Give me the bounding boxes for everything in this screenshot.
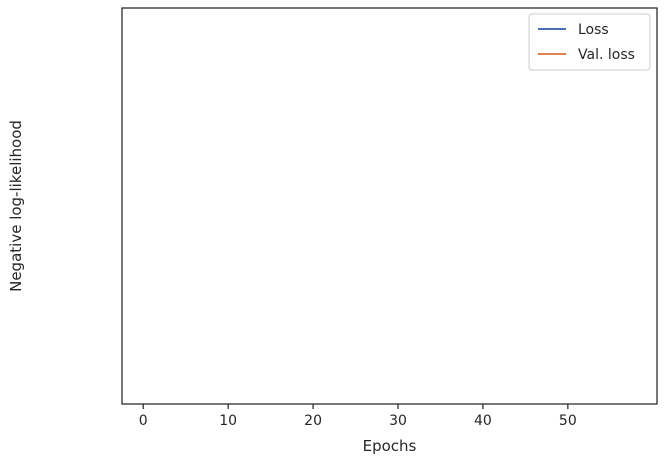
plot-area-frame bbox=[121, 7, 658, 405]
legend-label-val-loss: Val. loss bbox=[578, 47, 635, 63]
x-tick-label: 30 bbox=[389, 413, 407, 429]
x-tick-label: 20 bbox=[304, 413, 322, 429]
legend: Loss Val. loss bbox=[528, 13, 651, 71]
x-axis-label: Epochs bbox=[363, 437, 417, 455]
x-tick-label: 50 bbox=[559, 413, 577, 429]
x-tick-label: 10 bbox=[219, 413, 237, 429]
x-axis-ticks: 0 10 20 30 40 50 bbox=[139, 404, 577, 429]
x-tick-label: 0 bbox=[139, 413, 148, 429]
legend-label-loss: Loss bbox=[578, 22, 609, 38]
x-tick-label: 40 bbox=[474, 413, 492, 429]
y-axis-label: Negative log-likelihood bbox=[7, 120, 25, 292]
